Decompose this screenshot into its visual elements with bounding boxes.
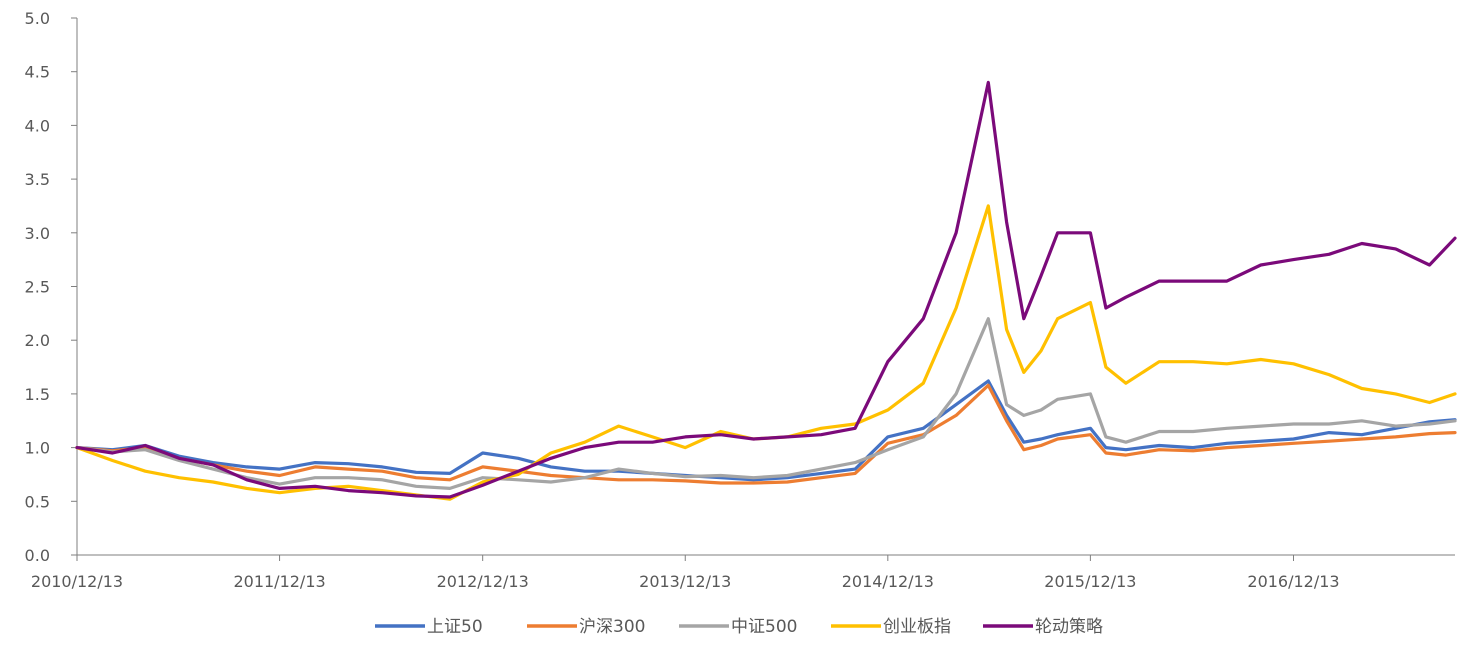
y-tick-label: 1.0	[25, 439, 50, 458]
legend-label: 上证50	[427, 617, 483, 637]
x-tick-label: 2011/12/13	[233, 572, 325, 591]
y-tick-label: 2.5	[25, 278, 50, 297]
y-tick-label: 1.5	[25, 385, 50, 404]
x-tick-label: 2013/12/13	[639, 572, 731, 591]
y-tick-label: 3.0	[25, 224, 50, 243]
series-line	[75, 317, 1457, 490]
legend-label: 沪深300	[579, 617, 645, 637]
series-line	[75, 379, 1457, 482]
x-tick-label: 2016/12/13	[1247, 572, 1339, 591]
legend-label: 中证500	[731, 617, 797, 637]
y-tick-label: 0.0	[25, 546, 50, 565]
series-line	[75, 204, 1457, 501]
series-line	[75, 383, 1457, 485]
series-lines	[75, 80, 1457, 501]
y-tick-label: 0.5	[25, 492, 50, 511]
y-tick-label: 4.5	[25, 63, 50, 82]
x-tick-label: 2012/12/13	[437, 572, 529, 591]
y-axis-ticks: 0.0 0.5 1.0 1.5 2.0 2.5 3.0 3.5 4.0 4.5 5.0	[25, 9, 77, 565]
x-tick-label: 2010/12/13	[31, 572, 123, 591]
y-tick-label: 5.0	[25, 9, 50, 28]
x-tick-label: 2015/12/13	[1044, 572, 1136, 591]
x-tick-label: 2014/12/13	[842, 572, 934, 591]
x-axis-ticks: 2010/12/13 2011/12/13 2012/12/13 2013/12/13…	[31, 555, 1340, 591]
series-line	[75, 80, 1457, 499]
legend-label: 创业板指	[883, 617, 951, 637]
y-tick-label: 2.0	[25, 331, 50, 350]
y-tick-label: 4.0	[25, 116, 50, 135]
y-tick-label: 3.5	[25, 170, 50, 189]
legend: 上证50 沪深300 中证500 创业板指 轮动策略	[375, 617, 1103, 637]
legend-label: 轮动策略	[1035, 617, 1103, 637]
